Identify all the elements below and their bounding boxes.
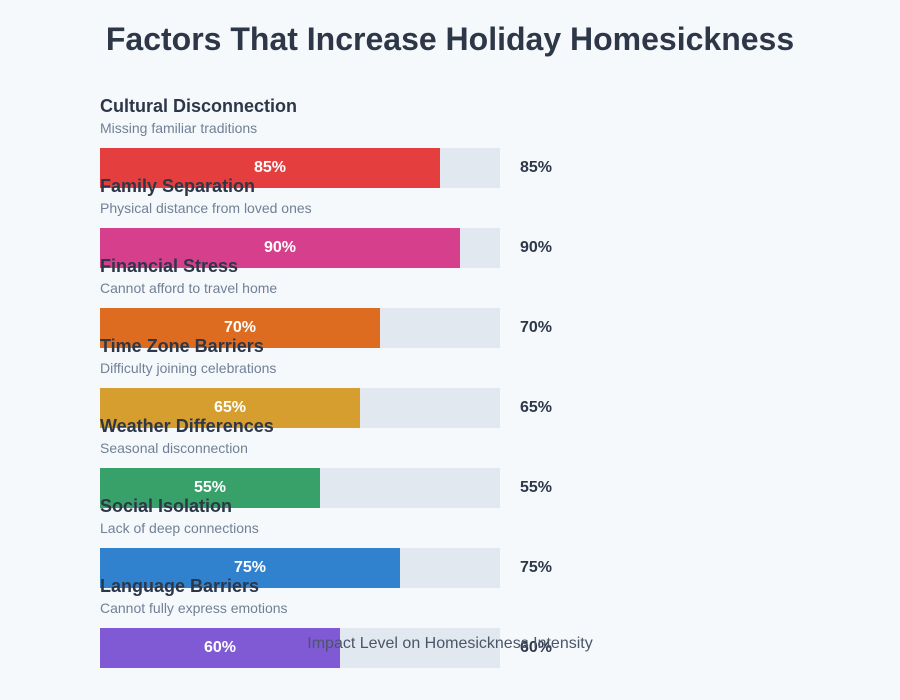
bar-track: 70% [100,308,500,348]
bar-inner-value: 60% [203,639,237,656]
bar-track: 85% [100,148,500,188]
bar-value: 90% [520,239,553,256]
bar-value: 85% [520,159,553,176]
bar-value: 70% [520,319,553,336]
bar-inner-value: 75% [233,559,267,576]
bar-row: Family Separation Physical distance from … [100,176,600,268]
bar-fill: 55% [100,468,320,508]
bar-inner-value: 65% [213,399,247,416]
bar-inner-value: 85% [253,159,287,176]
bar-sublabel: Lack of deep connections [100,520,259,536]
bar-track: 65% [100,388,500,428]
bar-label: Cultural Disconnection [100,96,298,116]
chart-title: Factors That Increase Holiday Homesickne… [105,21,795,57]
bar-label: Language Barriers [100,576,260,596]
bar-sublabel: Missing familiar traditions [100,120,258,136]
bar-fill: 85% [100,148,440,188]
bar-track: 75% [100,548,500,588]
bar-row: Financial Stress Cannot afford to travel … [100,256,600,348]
bar-label: Weather Differences [100,416,274,436]
bar-fill: 60% [100,628,340,668]
bar-sublabel: Cannot fully express emotions [100,600,288,616]
bar-inner-value: 55% [193,479,227,496]
bar-value: 75% [520,559,553,576]
bar-inner-value: 70% [223,319,257,336]
x-axis-label: Impact Level on Homesickness Intensity [307,635,593,652]
bar-value: 65% [520,399,553,416]
bar-fill: 70% [100,308,380,348]
bar-track: 90% [100,228,500,268]
bar-value: 60% [520,639,553,656]
bar-inner-value: 90% [263,239,297,256]
bar-row: Social Isolation Lack of deep connections… [100,496,600,588]
bar-row: Time Zone Barriers Difficulty joining cel… [100,336,600,428]
bar-fill: 65% [100,388,360,428]
bar-fill: 75% [100,548,400,588]
bar-track: 60% [100,628,500,668]
bar-fill: 90% [100,228,460,268]
bar-label: Financial Stress [100,256,239,276]
bar-sublabel: Cannot afford to travel home [100,280,278,296]
bar-row: Language Barriers Cannot fully express em… [100,576,600,668]
bar-label: Family Separation [100,176,256,196]
bar-row: Weather Differences Seasonal disconnectio… [100,416,600,508]
bar-value: 55% [520,479,553,496]
bar-row: Cultural Disconnection Missing familiar t… [100,96,600,188]
bar-label: Social Isolation [100,496,233,516]
bar-sublabel: Seasonal disconnection [100,440,248,456]
bar-label: Time Zone Barriers [100,336,264,356]
bar-track: 55% [100,468,500,508]
bar-sublabel: Difficulty joining celebrations [100,360,277,376]
bar-sublabel: Physical distance from loved ones [100,200,312,216]
